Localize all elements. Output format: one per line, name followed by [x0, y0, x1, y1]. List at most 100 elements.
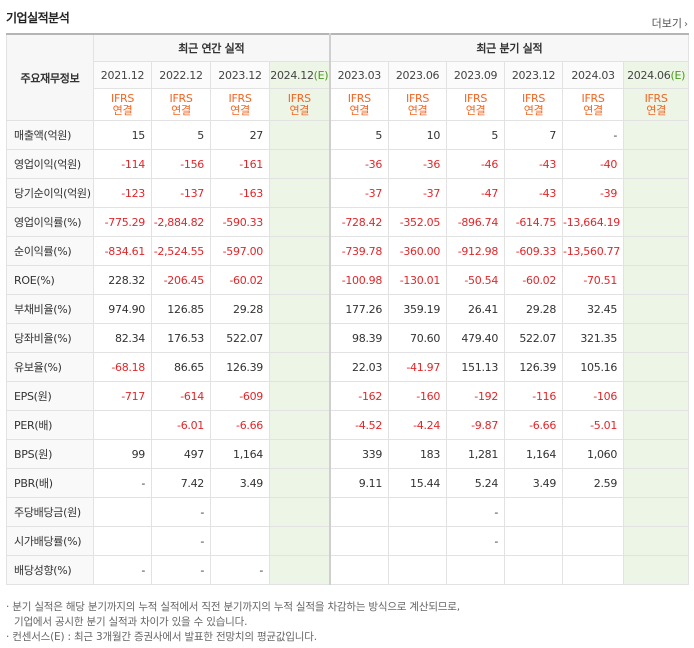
basis-standard: IFRS [406, 91, 430, 105]
basis-header: IFRS 연결 [562, 88, 625, 121]
basis-scope: 연결 [407, 103, 428, 117]
basis-scope: 연결 [465, 103, 486, 117]
table-cell [504, 526, 564, 556]
table-cell: -6.66 [504, 410, 564, 440]
table-cell [268, 207, 331, 237]
table-cell: -36 [328, 149, 390, 179]
period-label: 2024.06 [627, 68, 671, 82]
table-cell: 2.59 [562, 468, 625, 498]
footnote-2: 기업에서 공시한 분기 실적과 차이가 있을 수 있습니다. [14, 616, 248, 628]
table-cell: -123 [93, 178, 152, 208]
table-cell: 7 [504, 120, 564, 150]
table-row: EPS(원) -717 -614 -609 -162 -160 -192 -116 -106 [6, 381, 690, 411]
table-cell: -137 [151, 178, 211, 208]
table-cell [562, 555, 625, 585]
table-cell: 5 [446, 120, 506, 150]
table-cell: -206.45 [151, 265, 211, 295]
table-cell: 15.44 [388, 468, 448, 498]
table-cell [504, 497, 564, 527]
row-label: 매출액(억원) [6, 120, 94, 150]
row-label: BPS(원) [6, 439, 94, 469]
period-header: 2024.06(E) [623, 61, 690, 89]
footnotes: · 분기 실적은 해당 분기까지의 누적 실적에서 직전 분기까지의 누적 실적… [6, 600, 460, 645]
period-header: 2023.09 [446, 61, 506, 89]
table-cell: 82.34 [93, 323, 152, 353]
table-cell [328, 526, 390, 556]
table-cell: 522.07 [504, 323, 564, 353]
table-cell: 22.03 [328, 352, 390, 382]
table-row: 부채비율(%) 974.90 126.85 29.28 177.26 359.19 26.4… [6, 294, 690, 324]
table-row: 순이익률(%) -834.61 -2,524.55 -597.00 -739.78 -36… [6, 236, 690, 266]
table-cell: 5 [151, 120, 211, 150]
table-cell: 32.45 [562, 294, 625, 324]
table-cell: -6.01 [151, 410, 211, 440]
basis-scope: 연결 [349, 103, 370, 117]
table-cell: 29.28 [210, 294, 270, 324]
table-cell: 5.24 [446, 468, 506, 498]
basis-scope: 연결 [230, 103, 250, 117]
table-cell [562, 497, 625, 527]
table-cell: -43 [504, 149, 564, 179]
table-cell: -68.18 [93, 352, 152, 382]
table-cell: 522.07 [210, 323, 270, 353]
table-cell [268, 555, 331, 585]
table-cell [562, 526, 625, 556]
table-cell: -614 [151, 381, 211, 411]
table-row: 당기순이익(억원) -123 -137 -163 -37 -37 -47 -43 -39 [6, 178, 690, 208]
table-cell [623, 265, 690, 295]
table-cell: 177.26 [328, 294, 390, 324]
period-header: 2023.12 [504, 61, 564, 89]
table-cell: -116 [504, 381, 564, 411]
table-cell [268, 178, 331, 208]
footnote-3: · 컨센서스(E) : 최근 3개월간 증권사에서 발표한 전망치의 평균값입니… [6, 631, 317, 643]
table-cell: 3.49 [504, 468, 564, 498]
row-header: 주요재무정보 [6, 33, 94, 121]
row-label: 영업이익률(%) [6, 207, 94, 237]
table-cell: -106 [562, 381, 625, 411]
period-header: 2023.03 [328, 61, 390, 89]
table-cell: -352.05 [388, 207, 448, 237]
table-cell: -43 [504, 178, 564, 208]
row-label: 당좌비율(%) [6, 323, 94, 353]
table-row: 매출액(억원) 15 5 27 5 10 5 7- [6, 120, 690, 150]
table-cell [623, 352, 690, 382]
table-cell: 151.13 [446, 352, 506, 382]
financial-table: 주요재무정보 최근 연간 실적 최근 분기 실적 2021.12 2022.12 2… [6, 33, 690, 585]
quarter-group-header: 최근 분기 실적 [328, 33, 690, 62]
table-cell: -6.66 [210, 410, 270, 440]
table-cell: -70.51 [562, 265, 625, 295]
table-cell [623, 178, 690, 208]
table-cell: -46 [446, 149, 506, 179]
table-cell: - [446, 497, 506, 527]
table-cell: -775.29 [93, 207, 152, 237]
table-cell [388, 526, 448, 556]
table-cell: 10 [388, 120, 448, 150]
table-cell: -39 [562, 178, 625, 208]
table-cell: 15 [93, 120, 152, 150]
table-cell: - [210, 555, 270, 585]
period-label: 2023.06 [395, 68, 440, 82]
table-cell: -192 [446, 381, 506, 411]
table-cell [446, 555, 506, 585]
basis-standard: IFRS [228, 91, 252, 105]
table-cell [268, 323, 331, 353]
more-link[interactable]: 더보기 › [652, 15, 688, 31]
table-cell: 1,164 [210, 439, 270, 469]
table-cell [210, 497, 270, 527]
table-cell: -9.87 [446, 410, 506, 440]
basis-standard: IFRS [522, 91, 546, 105]
table-cell [623, 439, 690, 469]
table-row: 주당배당금(원) - - [6, 497, 690, 527]
table-cell: 974.90 [93, 294, 152, 324]
table-cell: 5 [328, 120, 390, 150]
table-cell: -912.98 [446, 236, 506, 266]
table-cell: 228.32 [93, 265, 152, 295]
table-cell: -2,524.55 [151, 236, 211, 266]
period-label: 2024.12 [270, 68, 314, 82]
table-cell: -609 [210, 381, 270, 411]
basis-header: IFRS 연결 [504, 88, 564, 121]
basis-standard: IFRS [464, 91, 488, 105]
table-cell [268, 439, 331, 469]
table-cell [268, 468, 331, 498]
table-cell: 1,281 [446, 439, 506, 469]
